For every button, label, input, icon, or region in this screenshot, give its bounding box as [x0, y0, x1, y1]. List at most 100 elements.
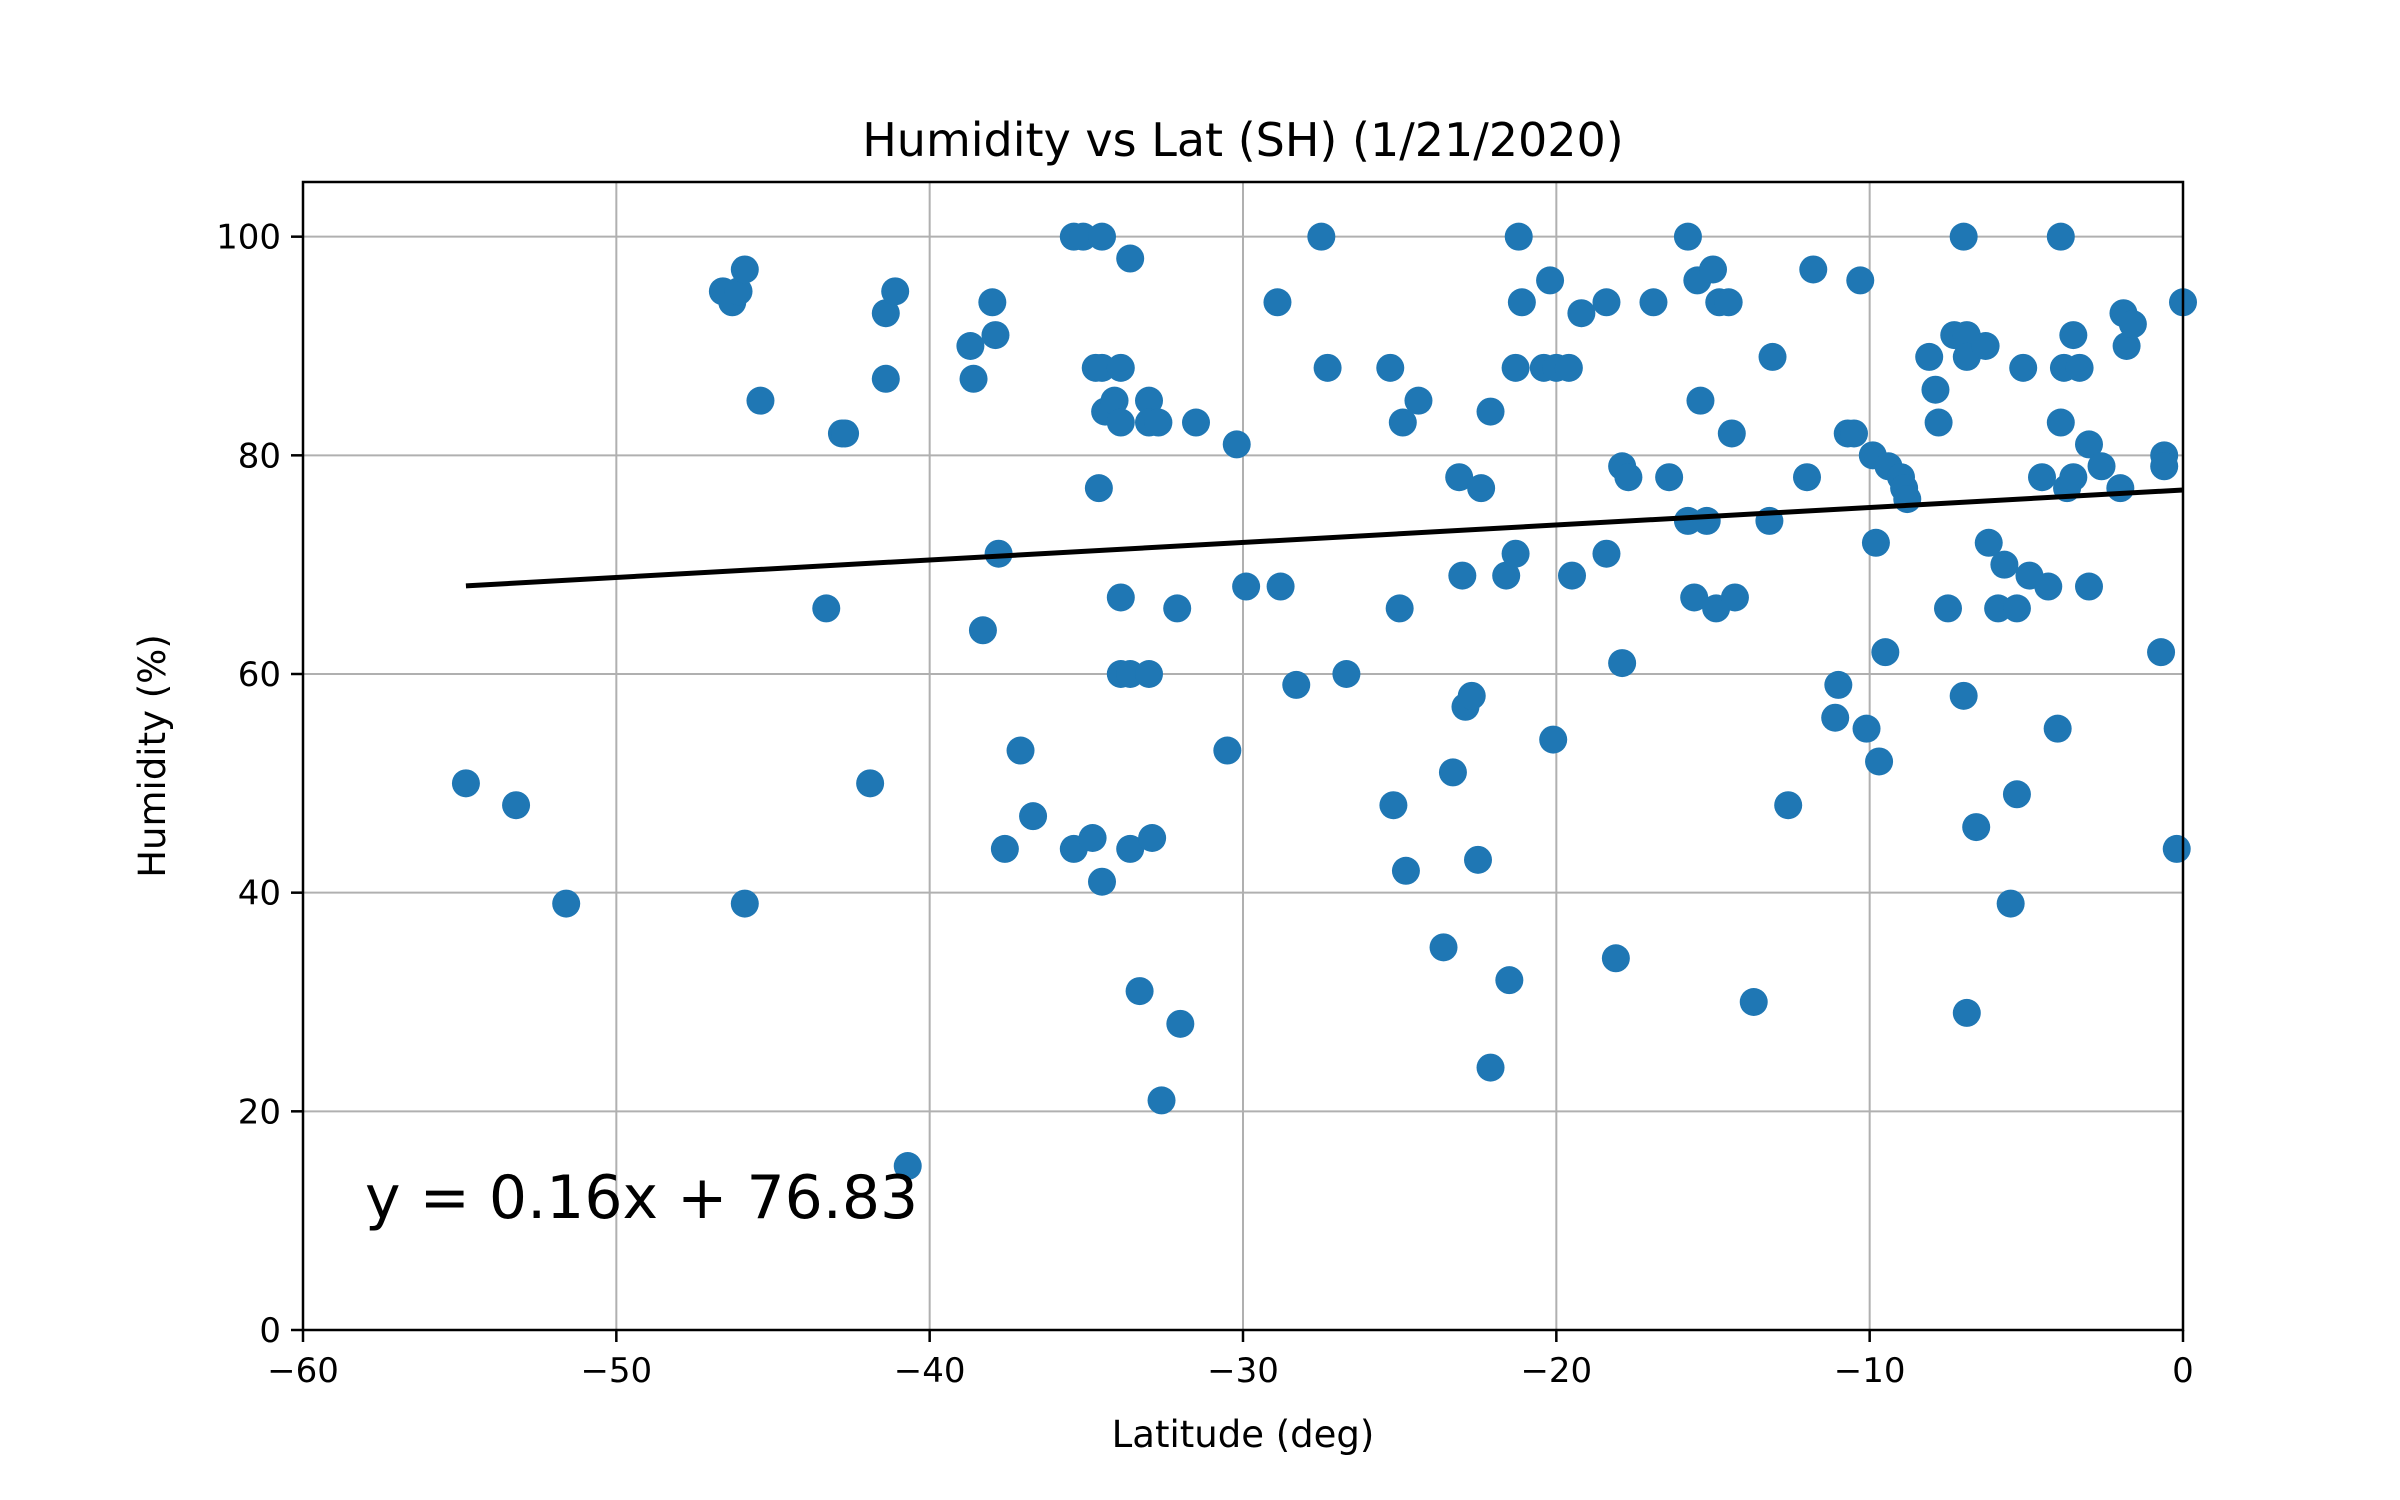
data-point-93: [1592, 539, 1621, 568]
data-point-9: [812, 594, 841, 623]
data-point-24: [1006, 736, 1035, 765]
data-point-119: [1824, 670, 1853, 699]
data-point-87: [1539, 725, 1568, 754]
data-point-90: [1558, 561, 1586, 590]
data-point-127: [1871, 638, 1900, 667]
data-point-137: [1949, 222, 1978, 251]
chart-title: Humidity vs Lat (SH) (1/21/2020): [862, 113, 1624, 167]
data-point-48: [1138, 824, 1167, 852]
data-point-13: [871, 299, 900, 328]
data-point-105: [1692, 506, 1721, 535]
data-point-144: [1974, 528, 2003, 557]
data-point-161: [2065, 353, 2094, 382]
data-point-15: [881, 277, 910, 306]
y-tick-label-0: 0: [259, 1311, 281, 1351]
data-point-167: [2112, 332, 2141, 360]
data-point-171: [2150, 452, 2179, 481]
x-tick-label-5: −10: [1834, 1351, 1906, 1391]
data-point-17: [956, 332, 985, 360]
data-point-112: [1739, 988, 1768, 1016]
data-point-60: [1307, 222, 1336, 251]
data-point-125: [1861, 528, 1890, 557]
data-point-133: [1921, 375, 1950, 404]
data-point-74: [1457, 681, 1486, 710]
data-point-121: [1840, 419, 1868, 448]
data-point-168: [2118, 310, 2147, 339]
data-point-57: [1263, 288, 1292, 317]
data-points: [451, 222, 2197, 1180]
y-axis-ticks: 0 20 40 60 80 100: [216, 218, 303, 1351]
data-point-68: [1404, 386, 1433, 415]
data-point-162: [2075, 430, 2103, 459]
data-point-142: [1962, 813, 1991, 842]
data-point-131: [1893, 485, 1922, 514]
y-tick-label-2: 40: [238, 874, 281, 914]
data-point-67: [1391, 856, 1420, 885]
data-point-55: [1222, 430, 1251, 459]
data-point-45: [1135, 386, 1163, 415]
x-tick-label-2: −40: [894, 1351, 966, 1391]
x-tick-label-0: −60: [267, 1351, 339, 1391]
data-point-99: [1655, 463, 1684, 492]
data-point-164: [2087, 452, 2116, 481]
y-tick-label-3: 60: [238, 655, 281, 695]
data-point-1: [502, 791, 531, 820]
data-point-69: [1429, 933, 1458, 962]
data-point-111: [1720, 583, 1749, 612]
data-point-19: [968, 616, 997, 645]
data-point-79: [1492, 561, 1521, 590]
y-tick-label-1: 20: [238, 1092, 281, 1132]
data-point-41: [1116, 244, 1145, 273]
data-point-135: [1934, 594, 1962, 623]
data-point-64: [1379, 791, 1408, 820]
data-point-146: [1990, 550, 2019, 579]
data-point-65: [1385, 594, 1414, 623]
data-point-118: [1821, 703, 1850, 732]
data-point-21: [981, 321, 1010, 350]
data-point-165: [2106, 474, 2135, 503]
data-point-53: [1182, 408, 1210, 437]
data-point-160: [2059, 463, 2088, 492]
data-point-157: [2046, 408, 2075, 437]
data-point-75: [1464, 845, 1492, 874]
data-point-37: [1106, 353, 1135, 382]
data-point-7: [730, 889, 759, 918]
data-point-159: [2059, 321, 2088, 350]
data-point-132: [1915, 342, 1944, 371]
data-point-126: [1865, 747, 1894, 776]
data-point-49: [1144, 408, 1173, 437]
data-point-51: [1163, 594, 1192, 623]
data-point-76: [1467, 474, 1496, 503]
data-point-97: [1614, 463, 1643, 492]
data-point-114: [1758, 342, 1787, 371]
data-point-12: [856, 769, 885, 798]
data-point-100: [1673, 222, 1702, 251]
data-point-70: [1438, 758, 1467, 787]
data-point-148: [2002, 594, 2031, 623]
data-point-71: [1445, 463, 1474, 492]
data-point-62: [1332, 660, 1361, 688]
data-point-83: [1504, 222, 1533, 251]
y-axis-label: Humidity (%): [131, 634, 174, 878]
data-point-82: [1501, 539, 1530, 568]
data-point-81: [1501, 353, 1530, 382]
data-point-2: [552, 889, 581, 918]
regression-equation: y = 0.16x + 76.83: [365, 1163, 918, 1233]
y-tick-label-5: 100: [216, 218, 281, 258]
data-point-38: [1106, 408, 1135, 437]
data-point-92: [1592, 288, 1621, 317]
data-point-16: [893, 1152, 922, 1180]
data-point-80: [1495, 966, 1524, 995]
data-point-104: [1686, 386, 1715, 415]
x-axis-ticks: −60 −50 −40 −30 −20 −10 0: [267, 1330, 2194, 1391]
data-point-122: [1846, 266, 1875, 295]
data-point-54: [1213, 736, 1242, 765]
data-point-138: [1949, 681, 1978, 710]
data-point-155: [2046, 222, 2075, 251]
data-point-94: [1601, 944, 1630, 973]
data-point-25: [1019, 802, 1048, 831]
data-point-72: [1448, 561, 1477, 590]
data-point-59: [1282, 670, 1311, 699]
data-point-44: [1125, 977, 1154, 1006]
